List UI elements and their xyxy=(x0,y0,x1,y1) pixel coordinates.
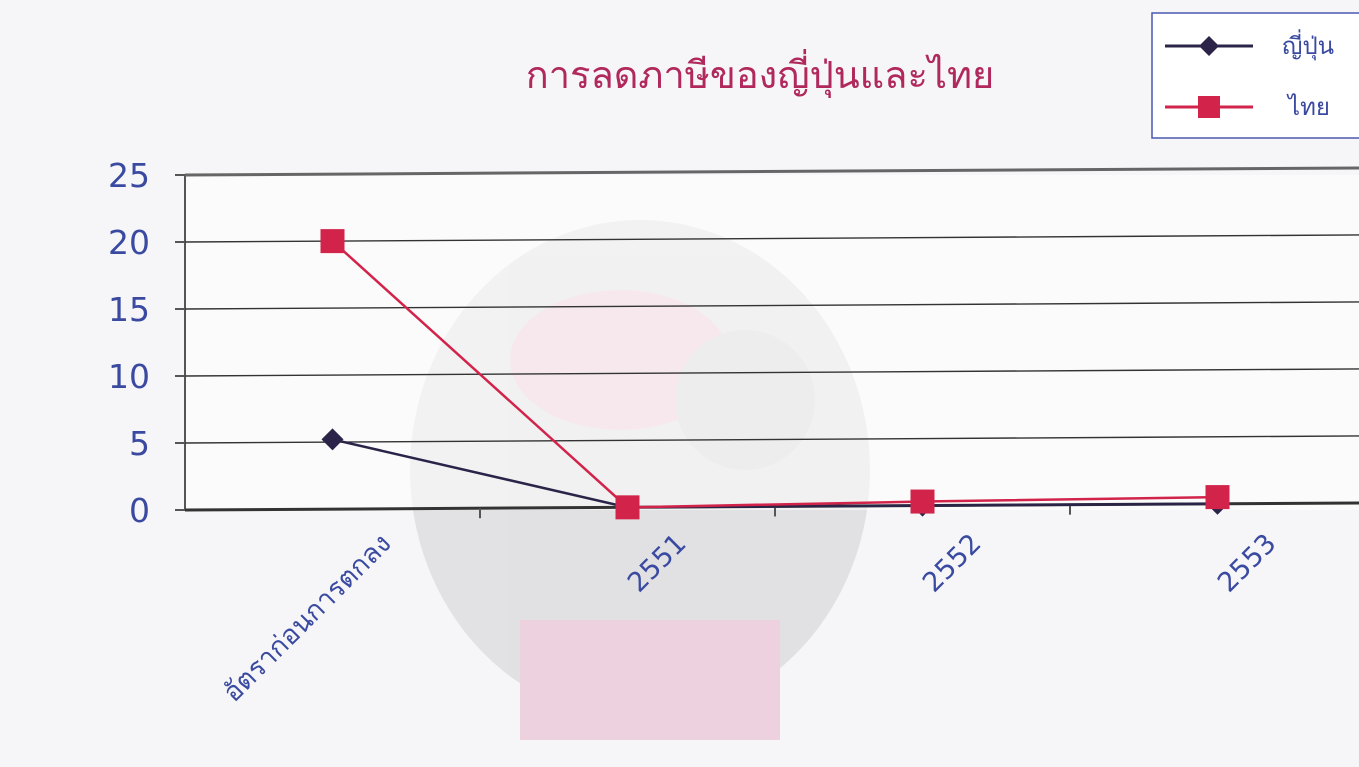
legend-label-japan: ญี่ปุ่น xyxy=(1282,29,1334,61)
data-point-thailand xyxy=(910,489,935,514)
series-markers xyxy=(320,229,1230,520)
gridline xyxy=(184,234,1359,243)
y-tick-label: 25 xyxy=(108,156,150,195)
legend-marker-thailand xyxy=(1198,96,1220,118)
legend-marker-japan xyxy=(1199,36,1219,56)
series-line-japan xyxy=(332,438,1218,509)
series-line-thailand xyxy=(331,240,1218,509)
gridline xyxy=(184,166,1359,177)
y-axis-ticks: 0 5 10 15 20 25 xyxy=(108,156,185,530)
series-lines xyxy=(331,240,1218,509)
x-tick-label: 2552 xyxy=(917,528,988,599)
plot-frame xyxy=(184,175,1359,510)
gridline xyxy=(184,368,1359,377)
data-point-thailand xyxy=(615,495,640,520)
data-point-thailand xyxy=(320,229,345,254)
y-tick-label: 5 xyxy=(129,424,150,463)
chart-title: การลดภาษีของญี่ปุ่นและไทย xyxy=(526,49,995,98)
x-tick-label: 2553 xyxy=(1212,528,1283,599)
y-tick-label: 10 xyxy=(108,357,150,396)
y-tick-label: 0 xyxy=(129,491,150,530)
x-tick-label: อัตราก่อนการตกลง xyxy=(217,528,397,708)
y-tick-label: 15 xyxy=(108,290,150,329)
gridline xyxy=(184,435,1359,444)
legend-box xyxy=(1151,12,1359,139)
data-point-thailand xyxy=(1205,485,1230,510)
legend: ญี่ปุ่น ไทย xyxy=(1151,12,1359,139)
data-point-japan xyxy=(321,428,344,451)
plot-area xyxy=(185,175,1359,510)
legend-label-thailand: ไทย xyxy=(1286,93,1330,121)
gridline xyxy=(184,301,1359,310)
y-tick-label: 20 xyxy=(108,223,150,262)
